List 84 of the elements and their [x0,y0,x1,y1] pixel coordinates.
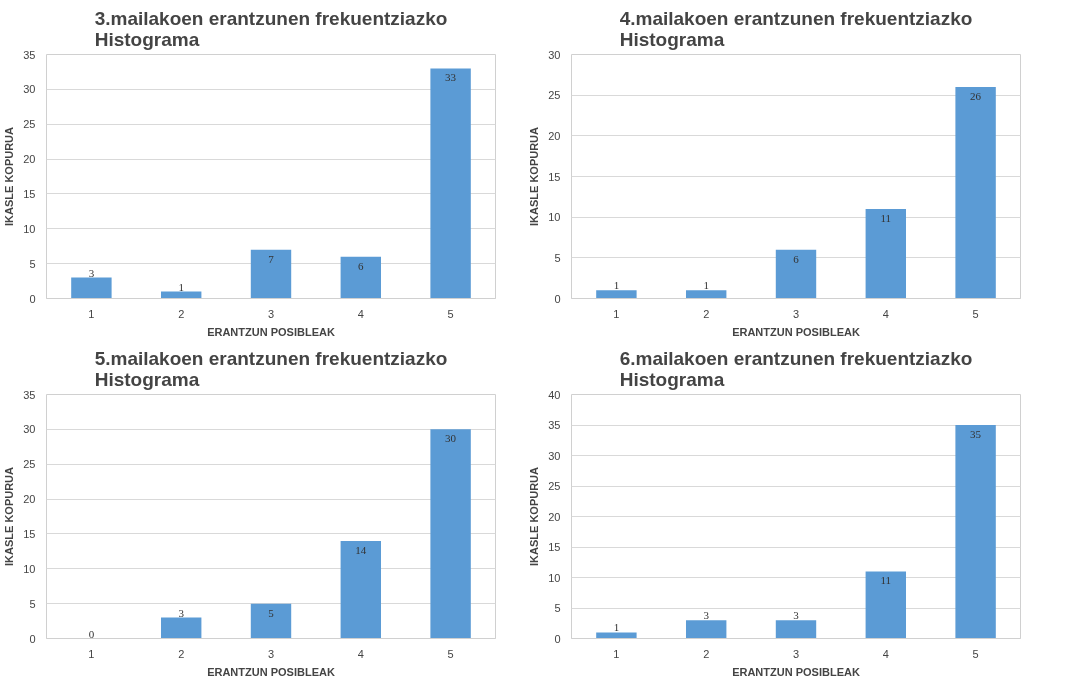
y-tick-label: 10 [23,562,36,575]
y-tick-label: 25 [548,480,561,492]
y-axis-title: IKASLE KOPURUA [3,466,16,566]
data-label: 7 [268,252,275,265]
y-tick-label: 25 [548,89,561,102]
y-tick-label: 0 [554,632,561,645]
chart-title: 5.mailakoen erantzunen frekuentziazko Histograma [94,347,448,390]
data-label: 1 [178,280,184,293]
y-tick-label: 15 [23,187,36,200]
data-label: 14 [355,543,367,556]
y-tick-label: 20 [548,129,561,142]
data-label: 1 [613,621,620,634]
chart-title: 4.mailakoen erantzunen frekuentziazko Histograma [619,7,973,50]
data-label: 11 [880,574,892,587]
x-tick-label: 1 [613,307,620,320]
data-label: 6 [793,252,800,265]
data-label: 3 [88,266,95,279]
y-tick-label: 15 [548,541,561,553]
x-axis-title: ERANTZUN POSIBLEAK [207,665,335,678]
x-tick-label: 4 [357,647,364,660]
x-tick-label: 4 [882,307,889,320]
y-tick-label: 0 [554,292,561,305]
data-label: 11 [880,212,892,225]
x-axis-title: ERANTZUN POSIBLEAK [732,325,860,338]
x-tick-label: 3 [267,647,275,660]
y-tick-label: 0 [29,632,36,645]
y-tick-label: 10 [548,571,561,584]
y-axis-title: IKASLE KOPURUA [528,126,541,226]
x-tick-label: 2 [178,307,185,320]
x-tick-label: 3 [792,307,800,320]
y-tick-label: 10 [23,222,36,235]
data-label: 5 [268,606,275,619]
data-label: 30 [445,432,457,445]
data-label: 1 [703,279,709,292]
data-label: 35 [970,428,982,440]
data-label: 3 [703,609,710,622]
x-tick-label: 3 [792,647,800,660]
data-label: 3 [793,609,800,622]
data-label: 1 [613,279,620,292]
x-tick-label: 5 [972,647,979,660]
x-tick-label: 5 [447,307,454,320]
y-tick-label: 20 [23,153,36,166]
x-tick-label: 1 [88,307,95,320]
chart-title: 3.mailakoen erantzunen frekuentziazko Histograma [94,7,448,50]
data-label: 0 [88,627,95,640]
x-tick-label: 4 [882,647,889,660]
y-tick-label: 5 [29,257,36,270]
data-label: 3 [178,606,185,619]
y-tick-label: 40 [548,388,561,401]
data-label: 26 [970,90,982,103]
y-tick-label: 30 [548,449,561,462]
x-tick-label: 3 [267,307,275,320]
y-tick-label: 20 [23,493,36,506]
y-tick-label: 35 [548,419,561,431]
x-tick-label: 1 [88,647,95,660]
x-axis-title: ERANTZUN POSIBLEAK [732,665,860,678]
x-tick-label: 5 [972,307,979,320]
y-tick-label: 5 [554,602,561,614]
y-axis-title: IKASLE KOPURUA [3,126,16,226]
x-tick-label: 2 [703,647,710,660]
y-tick-label: 30 [548,48,561,61]
chart-title: 6.mailakoen erantzunen frekuentziazko Histograma [619,347,973,390]
y-tick-label: 0 [29,292,36,305]
data-label: 6 [358,259,365,272]
x-axis-title: ERANTZUN POSIBLEAK [207,325,335,338]
x-tick-label: 2 [703,307,710,320]
y-tick-label: 15 [548,170,561,183]
y-tick-label: 15 [23,527,36,540]
y-tick-label: 10 [548,211,561,224]
x-tick-label: 2 [178,647,185,660]
y-tick-label: 25 [23,118,36,131]
y-tick-label: 30 [23,83,36,96]
data-label: 33 [445,71,457,84]
x-tick-label: 5 [447,647,454,660]
y-tick-label: 5 [554,251,561,264]
y-tick-label: 5 [29,597,36,610]
x-tick-label: 1 [613,647,620,660]
y-tick-label: 35 [23,388,36,401]
y-tick-label: 20 [548,510,561,523]
y-axis-title: IKASLE KOPURUA [528,466,541,566]
x-tick-label: 4 [357,307,364,320]
y-tick-label: 35 [23,48,36,61]
y-tick-label: 25 [23,458,36,471]
y-tick-label: 30 [23,423,36,436]
